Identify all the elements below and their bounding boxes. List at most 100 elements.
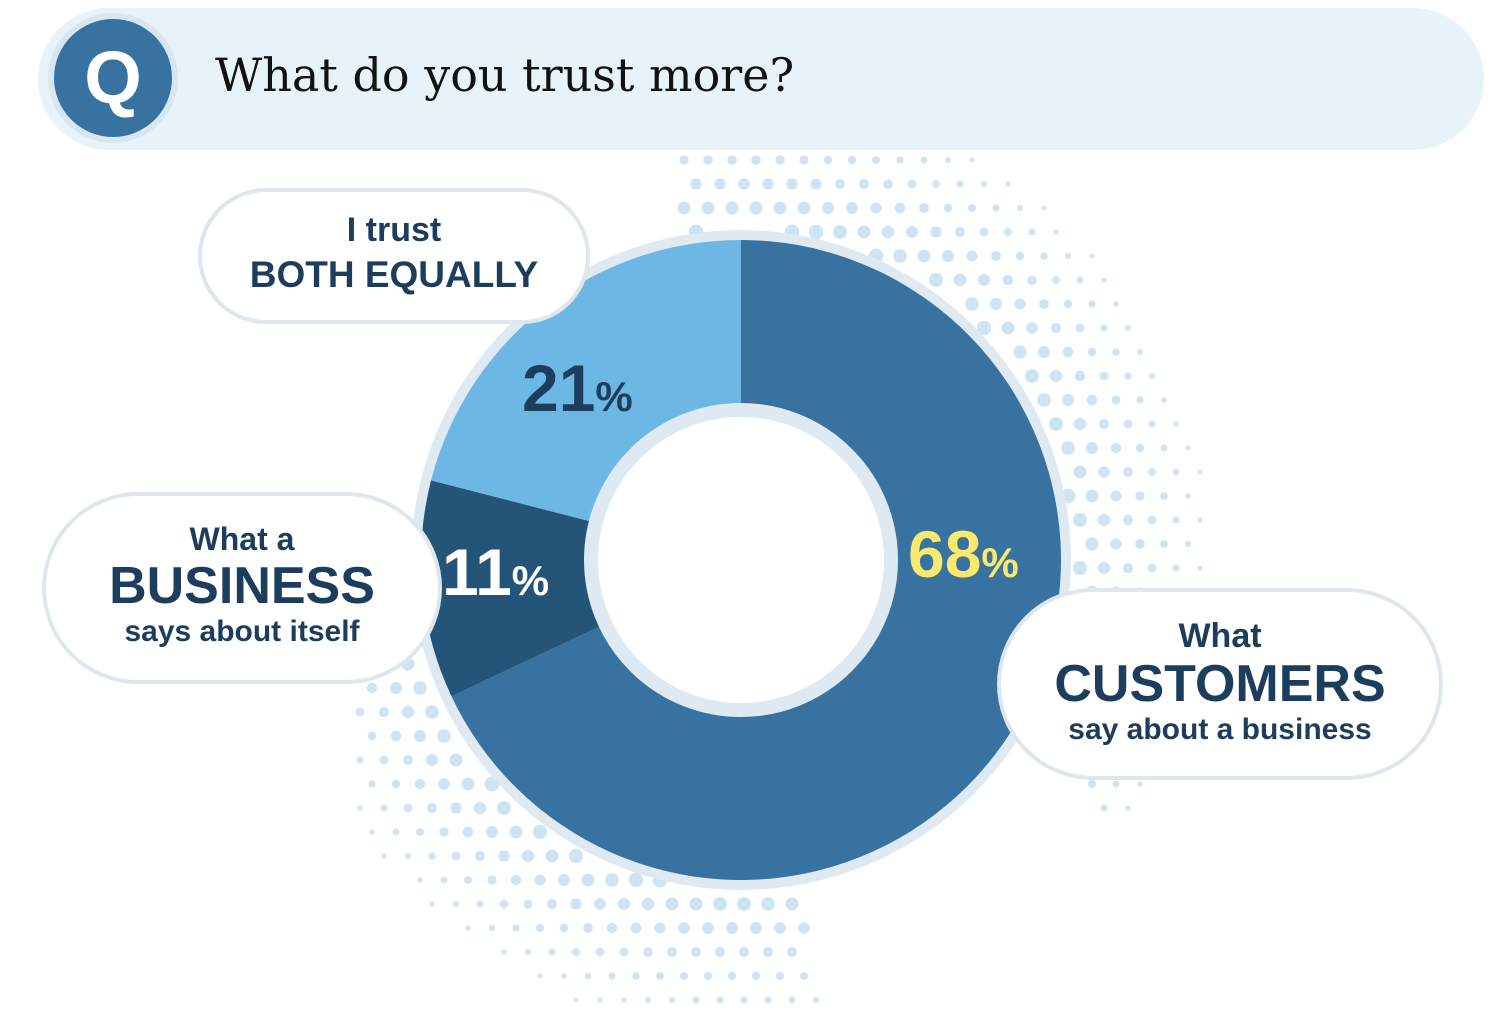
background-dot: [847, 155, 857, 165]
background-dot: [367, 731, 377, 741]
background-dot: [703, 971, 713, 981]
background-dot: [716, 996, 724, 1004]
background-dot: [1136, 396, 1144, 404]
background-dot: [1039, 299, 1049, 309]
background-dot: [509, 825, 523, 839]
background-dot: [572, 948, 580, 956]
background-dot: [1098, 466, 1110, 478]
background-dot: [1061, 441, 1075, 455]
slice-customers: [451, 240, 1062, 880]
background-dot: [380, 804, 388, 812]
background-dot: [1148, 420, 1156, 428]
background-dot: [1197, 469, 1203, 475]
background-dot: [557, 873, 571, 887]
background-dot: [545, 849, 559, 863]
background-dot: [1135, 539, 1145, 549]
background-dot: [487, 875, 497, 885]
background-dot: [788, 996, 796, 1004]
background-dot: [1172, 468, 1180, 476]
background-dot: [1014, 298, 1026, 310]
background-dot: [449, 753, 463, 767]
pct-label-customers: 68%: [908, 516, 1019, 592]
background-dot: [366, 682, 378, 694]
background-dot: [1110, 490, 1122, 502]
background-dot: [907, 179, 917, 189]
background-dot: [762, 178, 774, 190]
background-dot: [679, 971, 689, 981]
background-dot: [677, 201, 691, 215]
background-dot: [1112, 348, 1120, 356]
background-dot: [870, 202, 882, 214]
background-dot: [452, 900, 460, 908]
pct-value-customers: 68: [908, 517, 982, 591]
background-dot: [1017, 205, 1023, 211]
background-dot: [546, 898, 558, 910]
background-dot: [403, 803, 413, 813]
pct-sign-customers: %: [981, 539, 1019, 586]
background-dot: [1053, 229, 1059, 235]
background-dot: [749, 201, 763, 215]
background-dot: [761, 897, 775, 911]
background-dot: [523, 899, 533, 909]
background-dot: [1101, 277, 1107, 283]
background-dot: [1026, 322, 1038, 334]
background-dot: [378, 706, 390, 718]
background-dot: [785, 897, 799, 911]
background-dot: [645, 997, 651, 1003]
background-dot: [1172, 516, 1180, 524]
background-dot: [1088, 300, 1096, 308]
background-dot: [1160, 540, 1168, 548]
background-dot: [1147, 515, 1157, 525]
background-dot: [727, 155, 737, 165]
background-dot: [1001, 321, 1015, 335]
background-dot: [966, 250, 978, 262]
background-dot: [1052, 276, 1060, 284]
background-dot: [979, 227, 989, 237]
background-dot: [1100, 324, 1108, 332]
background-dot: [392, 828, 400, 836]
background-dot: [857, 225, 871, 239]
background-dot: [701, 201, 715, 215]
background-dot: [413, 729, 427, 743]
donut-hole: [584, 403, 898, 717]
background-dot: [1037, 345, 1051, 359]
background-dot: [1160, 492, 1168, 500]
background-dot: [1062, 346, 1074, 358]
background-dot: [356, 756, 364, 764]
background-dot: [714, 178, 726, 190]
background-dot: [906, 226, 918, 238]
background-dot: [1072, 560, 1088, 576]
background-dot: [1135, 443, 1145, 453]
background-dot: [1063, 299, 1073, 309]
background-dot: [532, 824, 548, 840]
background-dot: [667, 947, 677, 957]
question-badge-letter: Q: [84, 36, 142, 119]
background-dot: [872, 156, 880, 164]
background-dot: [989, 297, 1003, 311]
background-dot: [1089, 253, 1095, 259]
background-dot: [775, 971, 785, 981]
background-dot: [619, 947, 629, 957]
background-dot: [1110, 442, 1122, 454]
background-dot: [945, 157, 951, 163]
background-dot: [1025, 369, 1039, 383]
background-dot: [451, 851, 461, 861]
background-dot: [465, 925, 471, 931]
background-dot: [1185, 445, 1191, 451]
background-dot: [437, 729, 451, 743]
background-dot: [1085, 537, 1099, 551]
background-dot: [641, 897, 655, 911]
background-dot: [391, 779, 401, 789]
background-dot: [581, 873, 595, 887]
bubble-business-line3: says about itself: [124, 615, 360, 648]
background-dot: [1005, 181, 1011, 187]
slice-both-equally: [431, 240, 741, 523]
background-dot: [751, 155, 761, 165]
pct-label-business: 11%: [442, 534, 549, 610]
background-dot: [1147, 467, 1157, 477]
question-bar: [38, 8, 1484, 150]
background-dot: [425, 705, 439, 719]
background-dot: [932, 180, 940, 188]
background-dot: [1125, 805, 1131, 811]
pct-sign-both: %: [595, 373, 633, 420]
